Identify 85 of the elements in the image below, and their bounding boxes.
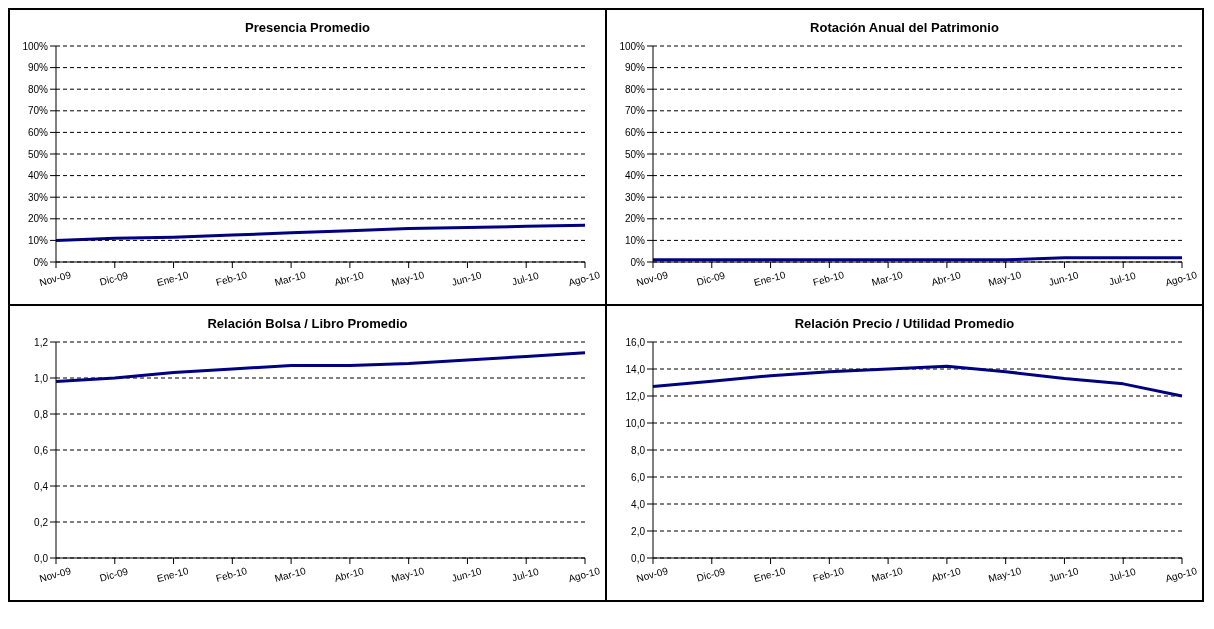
x-tick-label: Abr-10	[333, 565, 366, 584]
y-tick-label: 0,8	[34, 408, 49, 420]
y-tick-label: 0,6	[34, 444, 49, 456]
x-tick-label: Mar-10	[870, 565, 905, 585]
x-tick-label: Jul-10	[510, 269, 541, 288]
y-tick-label: 4,0	[631, 498, 646, 510]
y-tick-label: 1,2	[34, 336, 49, 348]
x-tick-label: Ago-10	[567, 565, 602, 585]
line-series	[54, 351, 587, 384]
x-tick-label: Nov-09	[635, 565, 670, 585]
x-tick-label: Abr-10	[930, 565, 963, 584]
y-tick-label: 2,0	[631, 525, 646, 537]
line-series	[651, 364, 1184, 398]
x-tick-label: Abr-10	[333, 269, 366, 288]
x-tick-label: May-10	[390, 268, 426, 289]
x-tick-label: May-10	[987, 268, 1023, 289]
x-tick-label: May-10	[390, 564, 426, 585]
y-tick-label: 40%	[27, 170, 49, 182]
y-tick-label: 70%	[27, 105, 49, 117]
x-tick-label: Ago-10	[567, 269, 602, 289]
x-tick-label: Jul-10	[510, 565, 541, 584]
chart-title: Presencia Promedio	[244, 20, 371, 37]
x-tick-label: Nov-09	[38, 269, 73, 289]
x-tick-label: Jun-10	[450, 565, 484, 584]
y-tick-label: 16,0	[625, 336, 646, 348]
y-tick-label: 60%	[27, 126, 49, 138]
y-tick-label: 10%	[27, 234, 49, 246]
y-tick-label: 10,0	[625, 417, 646, 429]
x-tick-label: Feb-10	[214, 565, 249, 585]
y-tick-label: 50%	[624, 148, 646, 160]
y-tick-label: 12,0	[625, 390, 646, 402]
y-tick-label: 30%	[624, 191, 646, 203]
y-tick-label: 10%	[624, 234, 646, 246]
y-tick-label: 100%	[619, 40, 646, 52]
y-tick-label: 40%	[624, 170, 646, 182]
y-tick-label: 0,2	[34, 516, 49, 528]
y-tick-label: 80%	[27, 83, 49, 95]
y-tick-label: 0,0	[631, 552, 646, 564]
y-tick-label: 0,4	[34, 480, 49, 492]
x-tick-label: Ene-10	[752, 269, 788, 289]
y-tick-label: 50%	[27, 148, 49, 160]
chart-title: Relación Bolsa / Libro Promedio	[206, 316, 409, 333]
y-tick-label: 0,0	[34, 552, 49, 564]
x-tick-label: Ago-10	[1164, 269, 1199, 289]
x-tick-label: Nov-09	[38, 565, 73, 585]
y-tick-label: 20%	[624, 213, 646, 225]
x-tick-label: Feb-10	[811, 269, 846, 289]
x-tick-label: Jun-10	[450, 269, 484, 288]
y-tick-label: 8,0	[631, 444, 646, 456]
y-tick-label: 90%	[27, 62, 49, 74]
y-tick-label: 6,0	[631, 471, 646, 483]
y-tick-label: 80%	[624, 83, 646, 95]
x-tick-label: May-10	[987, 564, 1023, 585]
line-series	[54, 223, 587, 242]
x-tick-label: Mar-10	[273, 269, 308, 289]
x-tick-label: Nov-09	[635, 269, 670, 289]
y-tick-label: 30%	[27, 191, 49, 203]
x-tick-label: Feb-10	[811, 565, 846, 585]
x-tick-label: Dic-09	[98, 565, 130, 584]
x-tick-label: Ene-10	[752, 565, 788, 585]
y-tick-label: 14,0	[625, 363, 646, 375]
y-tick-label: 90%	[624, 62, 646, 74]
x-tick-label: Dic-09	[695, 269, 727, 288]
y-tick-label: 0%	[630, 256, 646, 268]
y-tick-label: 60%	[624, 126, 646, 138]
x-tick-label: Ene-10	[155, 269, 191, 289]
x-tick-label: Jun-10	[1047, 565, 1081, 584]
chart-title: Rotación Anual del Patrimonio	[809, 20, 1000, 37]
chart-title: Relación Precio / Utilidad Promedio	[793, 316, 1016, 333]
y-tick-label: 20%	[27, 213, 49, 225]
x-tick-label: Dic-09	[695, 565, 727, 584]
x-tick-label: Jul-10	[1107, 269, 1138, 288]
y-tick-label: 0%	[33, 256, 49, 268]
y-tick-label: 70%	[624, 105, 646, 117]
x-tick-label: Ene-10	[155, 565, 191, 585]
x-tick-label: Ago-10	[1164, 565, 1199, 585]
x-tick-label: Jun-10	[1047, 269, 1081, 288]
x-tick-label: Mar-10	[870, 269, 905, 289]
x-tick-label: Abr-10	[930, 269, 963, 288]
y-tick-label: 100%	[22, 40, 49, 52]
y-tick-label: 1,0	[34, 372, 49, 384]
x-tick-label: Mar-10	[273, 565, 308, 585]
x-tick-label: Dic-09	[98, 269, 130, 288]
x-tick-label: Jul-10	[1107, 565, 1138, 584]
x-tick-label: Feb-10	[214, 269, 249, 289]
